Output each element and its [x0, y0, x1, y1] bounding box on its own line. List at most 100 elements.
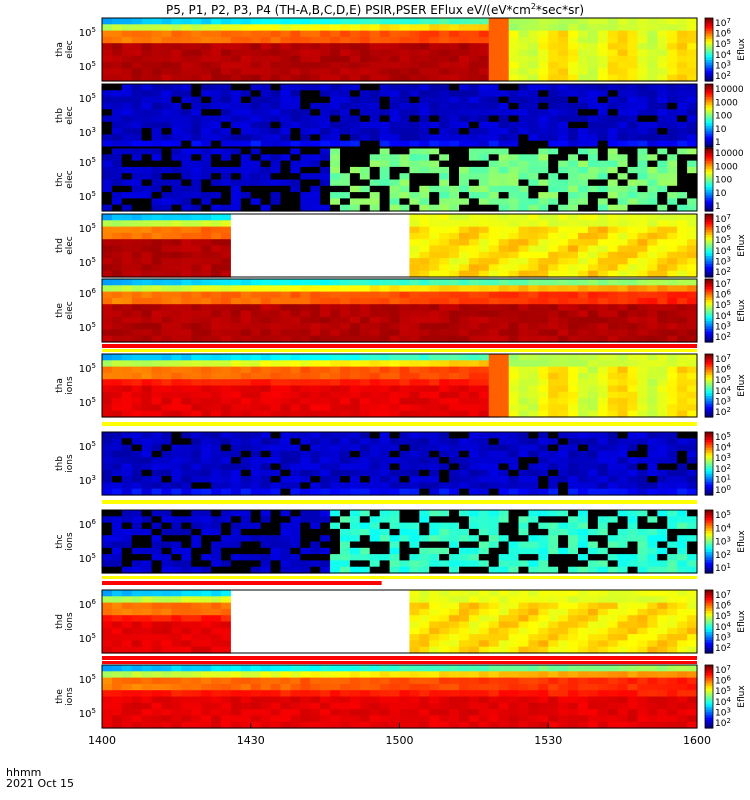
spectrogram-cell: [201, 115, 212, 123]
spectrogram-cell: [300, 366, 311, 374]
spectrogram-cell: [578, 560, 589, 568]
spectrogram-cell: [409, 379, 420, 387]
spectrogram-cell: [508, 90, 520, 98]
spectrogram-cell: [221, 560, 232, 568]
spectrogram-cell: [449, 121, 460, 129]
spectrogram-cell: [508, 444, 520, 452]
spectrogram-cell: [389, 109, 401, 117]
spectrogram-cell: [498, 185, 510, 193]
spectrogram-cell: [647, 379, 658, 387]
spectrogram-cell: [558, 379, 569, 387]
spectrogram-cell: [191, 360, 202, 368]
spectrogram-cell: [647, 391, 658, 399]
spectrogram-cell: [201, 510, 212, 517]
spectrogram-cell: [290, 220, 301, 228]
spectrogram-cell: [667, 366, 678, 374]
spectrogram-cell: [260, 74, 272, 82]
spectrogram-cell: [330, 109, 341, 117]
spectrogram-cell: [528, 55, 539, 63]
spectrogram-cell: [330, 264, 341, 272]
spectrogram-cell: [488, 140, 500, 148]
spectrogram-cell: [131, 404, 143, 412]
spectrogram-cell: [478, 476, 490, 483]
spectrogram-cell: [449, 385, 460, 393]
spectrogram-cell: [171, 438, 182, 446]
spectrogram-cell: [508, 541, 520, 549]
spectrogram-cell: [121, 109, 133, 117]
colorbar-segment: [705, 302, 713, 306]
spectrogram-cell: [240, 547, 252, 555]
spectrogram-cell: [587, 438, 599, 446]
spectrogram-cell: [459, 476, 470, 483]
colorbar-segment: [705, 28, 713, 32]
spectrogram-cell: [131, 547, 143, 555]
spectrogram-cell: [171, 310, 182, 318]
spectrogram-cell: [221, 516, 232, 524]
spectrogram-cell: [637, 385, 649, 393]
spectrogram-cell: [468, 84, 480, 91]
spectrogram-cell: [379, 74, 391, 82]
spectrogram-cell: [439, 55, 450, 63]
spectrogram-cell: [290, 285, 301, 293]
spectrogram-cell: [369, 535, 381, 543]
spectrogram-cell: [478, 74, 490, 82]
spectrogram-cell: [439, 450, 450, 458]
spectrogram-cell: [151, 232, 163, 240]
spectrogram-cell: [260, 398, 272, 405]
spectrogram-cell: [498, 109, 510, 117]
spectrogram-cell: [141, 258, 153, 265]
spectrogram-cell: [310, 160, 321, 168]
spectrogram-cell: [102, 463, 113, 471]
spectrogram-cell: [627, 36, 639, 44]
spectrogram-cell: [399, 24, 411, 32]
spectrogram-cell: [260, 323, 272, 330]
spectrogram-cell: [548, 62, 559, 69]
spectrogram-cell: [359, 43, 371, 51]
spectrogram-cell: [468, 432, 480, 439]
spectrogram-cell: [409, 385, 420, 393]
spectrogram-cell: [439, 335, 450, 343]
spectrogram-cell: [498, 554, 510, 561]
spectrogram-cell: [102, 432, 113, 439]
spectrogram-cell: [369, 214, 381, 221]
spectrogram-cell: [320, 62, 331, 69]
spectrogram-cell: [121, 510, 133, 517]
spectrogram-cell: [349, 310, 361, 318]
spectrogram-cell: [151, 166, 163, 174]
spectrogram-cell: [538, 547, 549, 555]
spectrogram-cell: [409, 410, 420, 418]
spectrogram-cell: [468, 323, 480, 330]
spectrogram-cell: [240, 49, 252, 57]
spectrogram-cell: [607, 128, 619, 135]
spectrogram-cell: [607, 43, 619, 51]
spectrogram-cell: [538, 198, 549, 206]
spectrogram-cell: [409, 173, 420, 181]
spectrogram-cell: [518, 30, 530, 38]
spectrogram-cell: [657, 482, 668, 490]
spectrogram-cell: [468, 74, 480, 82]
spectrogram-cell: [617, 226, 629, 234]
spectrogram-cell: [221, 204, 232, 212]
spectrogram-cell: [617, 391, 629, 399]
colorbar-segment: [705, 39, 713, 43]
spectrogram-cell: [578, 102, 589, 110]
spectrogram-cell: [171, 270, 182, 278]
spectrogram-cell: [181, 140, 192, 148]
spectrogram-cell: [230, 84, 242, 91]
spectrogram-cell: [617, 96, 629, 104]
spectrogram-cell: [538, 173, 549, 181]
spectrogram-cell: [161, 463, 173, 471]
spectrogram-cell: [647, 154, 658, 162]
spectrogram-cell: [300, 258, 311, 265]
spectrogram-cell: [280, 316, 292, 324]
spectrogram-cell: [171, 220, 182, 228]
spectrogram-cell: [211, 68, 222, 76]
spectrogram-cell: [280, 438, 292, 446]
spectrogram-cell: [260, 128, 272, 135]
spectrogram-cell: [340, 438, 351, 446]
spectrogram-cell: [568, 444, 579, 452]
spectrogram-cell: [587, 36, 599, 44]
spectrogram-cell: [439, 140, 450, 148]
spectrogram-cell: [340, 115, 351, 123]
spectrogram-cell: [211, 115, 222, 123]
